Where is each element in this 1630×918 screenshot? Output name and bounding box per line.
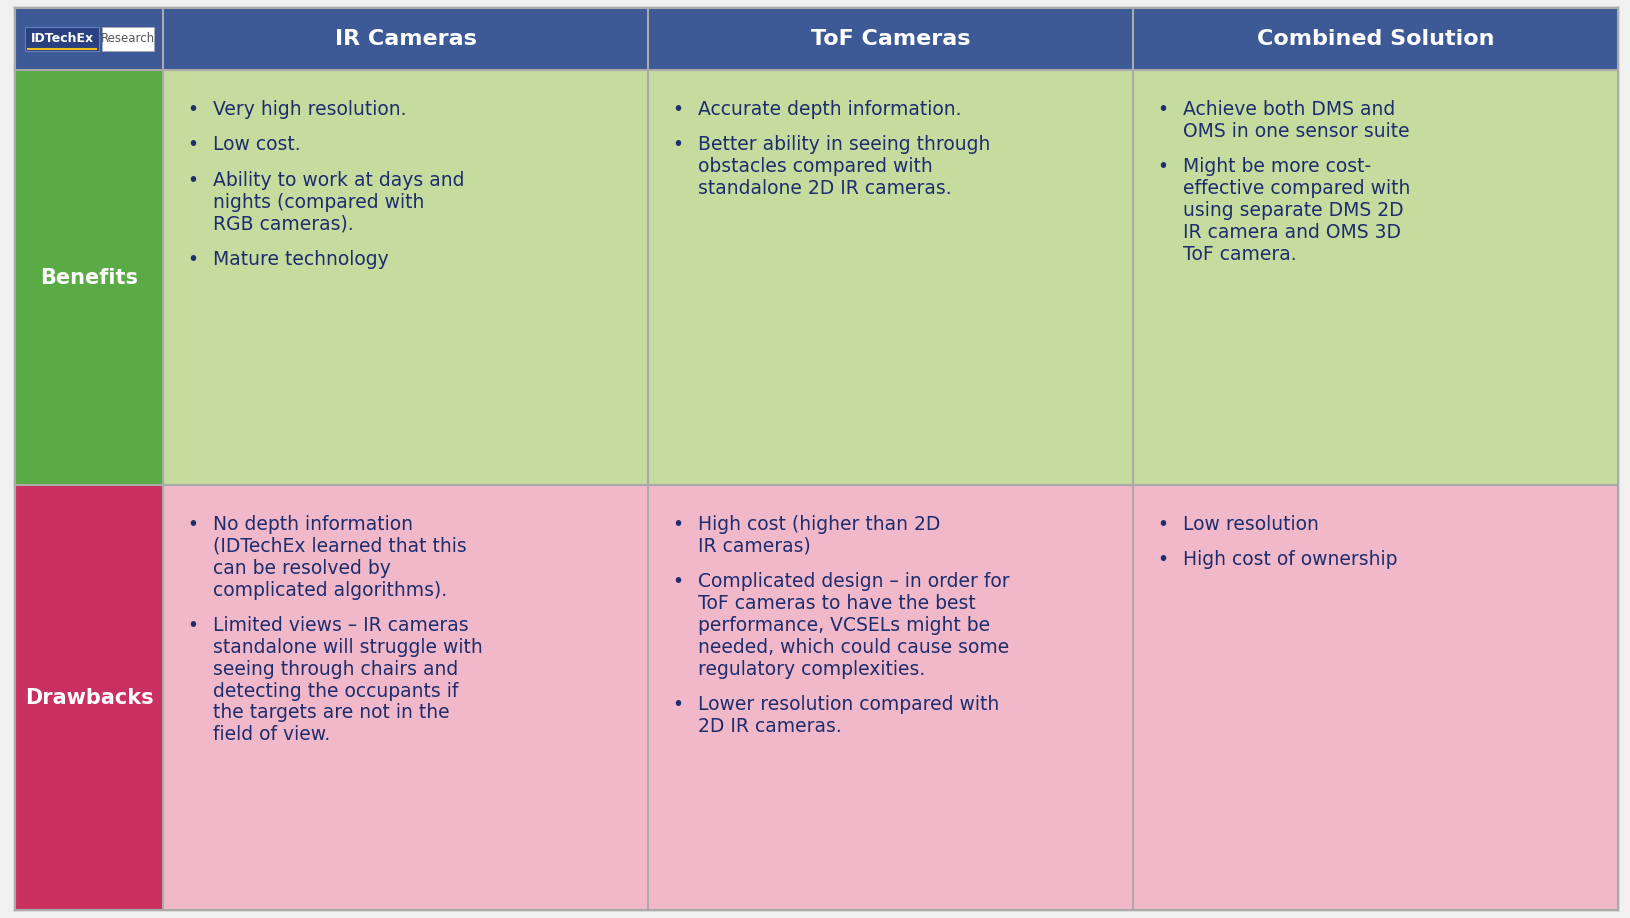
Text: Combined Solution: Combined Solution — [1257, 29, 1493, 49]
Text: field of view.: field of view. — [214, 725, 329, 744]
Text: IR cameras): IR cameras) — [698, 537, 810, 556]
Text: Low resolution: Low resolution — [1182, 515, 1319, 534]
Bar — [647, 70, 1133, 485]
Text: using separate DMS 2D: using separate DMS 2D — [1182, 201, 1403, 220]
Text: Mature technology: Mature technology — [214, 250, 388, 269]
Text: ToF camera.: ToF camera. — [1182, 245, 1296, 263]
Text: RGB cameras).: RGB cameras). — [214, 215, 354, 233]
Text: Accurate depth information.: Accurate depth information. — [698, 100, 962, 119]
Text: •: • — [672, 515, 683, 534]
Text: Might be more cost-: Might be more cost- — [1182, 157, 1371, 176]
Bar — [163, 485, 647, 910]
Text: Complicated design – in order for: Complicated design – in order for — [698, 572, 1009, 591]
Text: No depth information: No depth information — [214, 515, 412, 534]
Bar — [163, 70, 647, 485]
Text: Ability to work at days and: Ability to work at days and — [214, 171, 465, 190]
Text: standalone will struggle with: standalone will struggle with — [214, 638, 482, 657]
Text: IR camera and OMS 3D: IR camera and OMS 3D — [1182, 223, 1400, 241]
Bar — [1133, 70, 1617, 485]
Text: Limited views – IR cameras: Limited views – IR cameras — [214, 616, 468, 635]
Text: •: • — [672, 135, 683, 154]
Text: effective compared with: effective compared with — [1182, 179, 1410, 198]
Text: •: • — [1156, 157, 1167, 176]
Text: 2D IR cameras.: 2D IR cameras. — [698, 717, 841, 736]
Text: Drawbacks: Drawbacks — [24, 688, 153, 708]
Bar — [1133, 485, 1617, 910]
Text: ToF cameras to have the best: ToF cameras to have the best — [698, 594, 975, 613]
Text: •: • — [187, 515, 197, 534]
Text: (IDTechEx learned that this: (IDTechEx learned that this — [214, 537, 466, 556]
Text: High cost of ownership: High cost of ownership — [1182, 551, 1397, 569]
Text: •: • — [187, 100, 197, 119]
Text: •: • — [1156, 100, 1167, 119]
Text: IR Cameras: IR Cameras — [334, 29, 476, 49]
Text: Achieve both DMS and: Achieve both DMS and — [1182, 100, 1394, 119]
Text: detecting the occupants if: detecting the occupants if — [214, 681, 458, 700]
Text: IDTechEx: IDTechEx — [31, 32, 93, 46]
Text: performance, VCSELs might be: performance, VCSELs might be — [698, 616, 989, 635]
Text: nights (compared with: nights (compared with — [214, 193, 424, 212]
Text: Lower resolution compared with: Lower resolution compared with — [698, 695, 999, 714]
Text: regulatory complexities.: regulatory complexities. — [698, 660, 924, 678]
Bar — [24, 27, 99, 51]
Bar — [15, 8, 1617, 70]
Text: seeing through chairs and: seeing through chairs and — [214, 660, 458, 678]
Text: •: • — [187, 135, 197, 154]
Bar — [103, 27, 153, 51]
Text: •: • — [187, 171, 197, 190]
Text: Very high resolution.: Very high resolution. — [214, 100, 406, 119]
Text: standalone 2D IR cameras.: standalone 2D IR cameras. — [698, 179, 950, 198]
Text: High cost (higher than 2D: High cost (higher than 2D — [698, 515, 941, 534]
Text: Research: Research — [101, 32, 155, 46]
Text: obstacles compared with: obstacles compared with — [698, 157, 932, 176]
Bar — [15, 485, 163, 910]
Text: •: • — [187, 616, 197, 635]
Bar — [15, 70, 163, 485]
Text: complicated algorithms).: complicated algorithms). — [214, 580, 447, 599]
Text: Low cost.: Low cost. — [214, 135, 300, 154]
Text: needed, which could cause some: needed, which could cause some — [698, 638, 1009, 657]
Text: can be resolved by: can be resolved by — [214, 559, 391, 577]
Text: •: • — [672, 695, 683, 714]
Text: •: • — [672, 572, 683, 591]
Text: •: • — [1156, 551, 1167, 569]
Text: •: • — [1156, 515, 1167, 534]
Text: OMS in one sensor suite: OMS in one sensor suite — [1182, 122, 1408, 140]
Text: Better ability in seeing through: Better ability in seeing through — [698, 135, 989, 154]
Bar — [647, 485, 1133, 910]
Text: •: • — [672, 100, 683, 119]
Text: •: • — [187, 250, 197, 269]
Text: the targets are not in the: the targets are not in the — [214, 703, 450, 722]
Text: ToF Cameras: ToF Cameras — [810, 29, 970, 49]
Text: Benefits: Benefits — [41, 267, 139, 287]
